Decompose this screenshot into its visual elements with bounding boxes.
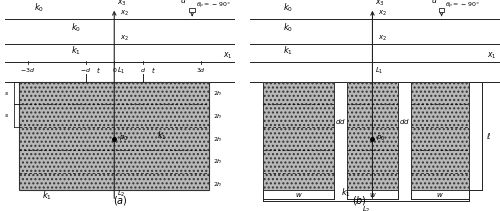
Text: $u^i$: $u^i$ (180, 0, 189, 5)
Text: $k_1$: $k_1$ (283, 44, 293, 57)
Bar (20, 82, 209, 190)
Text: $\theta_p=-90°$: $\theta_p=-90°$ (445, 1, 480, 11)
Text: $s$: $s$ (4, 112, 10, 119)
Text: $k_0$: $k_0$ (283, 1, 294, 14)
Text: $k_1$: $k_1$ (340, 186, 350, 199)
Text: $t$: $t$ (150, 65, 156, 75)
Text: $x_3$: $x_3$ (375, 0, 384, 8)
Text: $2h$: $2h$ (214, 112, 223, 120)
Text: $2h$: $2h$ (214, 157, 223, 165)
Text: $x_3$: $x_3$ (117, 0, 127, 8)
Text: $(b)$: $(b)$ (352, 194, 367, 207)
Text: $L_1$: $L_1$ (116, 66, 125, 76)
Text: $x_2$: $x_2$ (120, 9, 129, 18)
Text: $x_1$: $x_1$ (486, 50, 496, 61)
Text: $3d$: $3d$ (196, 66, 205, 74)
Text: $2h$: $2h$ (214, 180, 223, 188)
Bar (189, 8, 196, 12)
Text: $2h$: $2h$ (214, 135, 223, 143)
Text: $(a)$: $(a)$ (112, 194, 128, 207)
Text: $x_2$: $x_2$ (378, 34, 386, 43)
Text: $w$: $w$ (368, 191, 376, 199)
Text: $\ell$: $\ell$ (486, 131, 491, 141)
Text: $dd$: $dd$ (335, 117, 346, 126)
Text: $s$: $s$ (4, 90, 10, 97)
Bar (410, 82, 470, 190)
Text: $k_0$: $k_0$ (34, 1, 44, 14)
Text: $-d$: $-d$ (80, 66, 91, 74)
Text: $k_1$: $k_1$ (71, 44, 81, 57)
Text: $x_1$: $x_1$ (222, 50, 232, 61)
Text: $L_2$: $L_2$ (362, 204, 370, 211)
Text: $k_1$: $k_1$ (42, 190, 52, 202)
Text: $0$: $0$ (112, 66, 117, 74)
Text: $k_0$: $k_0$ (71, 22, 82, 34)
Bar (439, 8, 444, 12)
Bar (347, 82, 398, 190)
Text: $x_2$: $x_2$ (120, 34, 129, 43)
Bar (263, 82, 334, 190)
Text: $k_0$: $k_0$ (283, 22, 294, 34)
Text: $-3d$: $-3d$ (20, 66, 36, 74)
Text: $k_1$: $k_1$ (158, 130, 168, 142)
Text: $w$: $w$ (436, 191, 444, 199)
Text: $w$: $w$ (294, 191, 302, 199)
Text: $x_2$: $x_2$ (378, 9, 386, 18)
Text: $L_1$: $L_1$ (375, 66, 384, 76)
Text: $2h$: $2h$ (214, 89, 223, 97)
Text: $t$: $t$ (96, 65, 101, 75)
Text: $u^i$: $u^i$ (431, 0, 440, 5)
Text: $\theta_p=-90°$: $\theta_p=-90°$ (196, 1, 231, 11)
Text: $L_2$: $L_2$ (116, 188, 125, 199)
Text: $d$: $d$ (140, 66, 146, 74)
Text: $dd$: $dd$ (399, 117, 410, 126)
Text: $p_0$: $p_0$ (118, 134, 128, 143)
Text: $p_0$: $p_0$ (376, 134, 385, 143)
